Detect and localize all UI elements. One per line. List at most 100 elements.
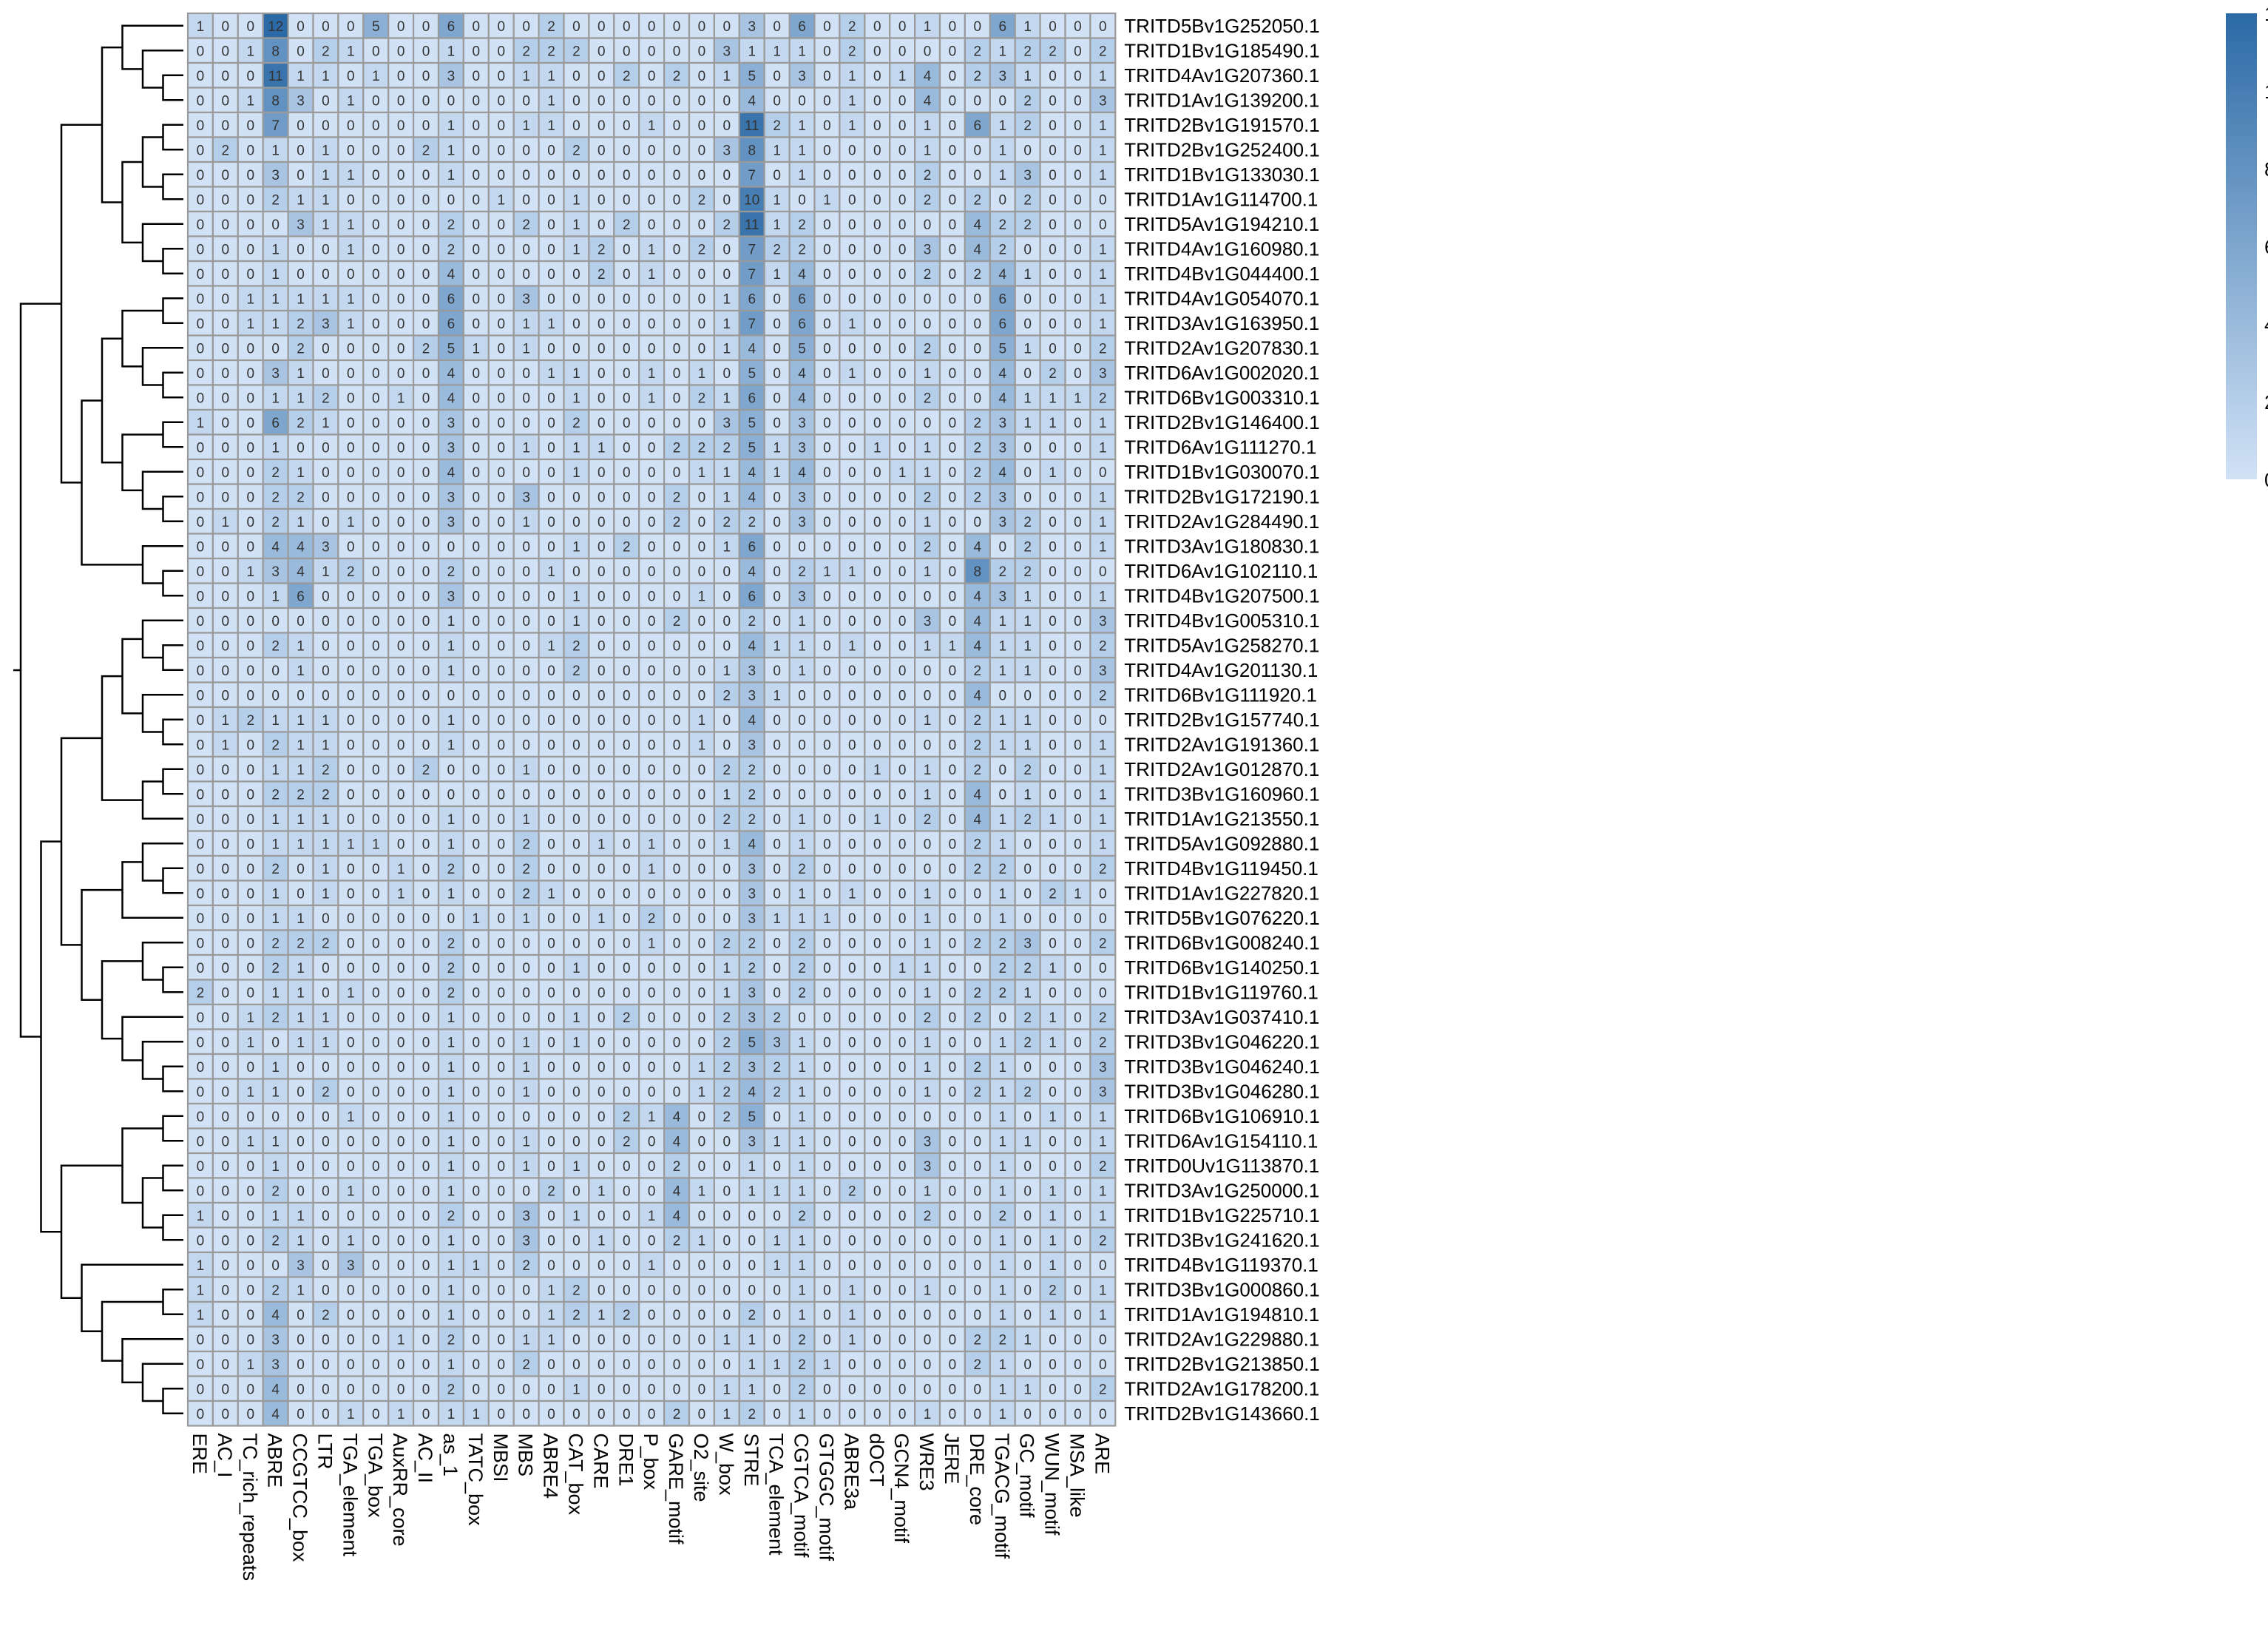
cell-value-label: 1 [447, 44, 456, 59]
cell-value-label: 0 [823, 366, 831, 382]
cell-value-label: 0 [197, 168, 205, 183]
cell-value-label: 3 [748, 688, 756, 703]
cell-value-label: 0 [1074, 267, 1082, 283]
cell-value-label: 0 [572, 862, 580, 877]
cell-value-label: 0 [598, 763, 606, 778]
cell-value-label: 0 [823, 1134, 831, 1149]
cell-value-label: 2 [974, 1357, 982, 1373]
cell-value-label: 8 [271, 93, 280, 109]
heatmap-cell [713, 210, 740, 237]
cell-value-label: 1 [522, 1035, 530, 1050]
cell-value-label: 3 [522, 490, 530, 505]
cell-value-label: 0 [623, 1357, 631, 1373]
cell-value-label: 0 [1099, 985, 1107, 1001]
cell-value-label: 0 [347, 1382, 355, 1397]
cell-value-label: 0 [748, 1209, 756, 1224]
cell-value-label: 0 [823, 242, 831, 257]
cell-value-label: 0 [397, 638, 405, 654]
cell-value-label: 0 [222, 688, 230, 703]
cell-value-label: 4 [271, 1308, 280, 1323]
cell-value-label: 0 [673, 787, 681, 803]
cell-value-label: 2 [848, 1184, 856, 1199]
cell-value-label: 0 [823, 985, 831, 1001]
cell-value-label: 0 [723, 862, 731, 877]
column-label: DRE_core [966, 1434, 988, 1526]
cell-value-label: 1 [271, 1159, 280, 1175]
cell-value-label: 0 [898, 366, 907, 382]
cell-value-label: 0 [723, 192, 731, 208]
cell-value-label: 0 [347, 465, 355, 481]
cell-value-label: 0 [397, 1060, 405, 1076]
cell-value-label: 0 [473, 1184, 481, 1199]
cell-value-label: 0 [447, 763, 456, 778]
cell-value-label: 1 [1099, 539, 1107, 555]
cell-value-label: 0 [197, 862, 205, 877]
cell-value-label: 1 [924, 763, 932, 778]
cell-value-label: 0 [422, 366, 430, 382]
cell-value-label: 0 [497, 143, 505, 158]
row-label: TRITD2Av1G191360.1 [1124, 733, 1319, 755]
cell-value-label: 0 [648, 787, 656, 803]
cell-value-label: 3 [924, 1159, 932, 1175]
cell-value-label: 1 [773, 911, 781, 927]
cell-value-label: 0 [698, 19, 706, 35]
cell-value-label: 0 [397, 1110, 405, 1125]
cell-value-label: 0 [1099, 1332, 1107, 1348]
cell-value-label: 1 [798, 614, 806, 629]
cell-value-label: 0 [848, 440, 856, 456]
cell-value-label: 7 [748, 317, 756, 332]
cell-value-label: 0 [347, 638, 355, 654]
cell-value-label: 0 [497, 713, 505, 729]
cell-value-label: 1 [773, 465, 781, 481]
row-label: TRITD2Bv1G157740.1 [1124, 709, 1319, 731]
cell-value-label: 0 [698, 267, 706, 283]
cell-value-label: 0 [798, 192, 806, 208]
cell-value-label: 0 [297, 267, 305, 283]
cell-value-label: 4 [447, 465, 456, 481]
cell-value-label: 0 [1049, 1357, 1057, 1373]
cell-value-label: 0 [572, 341, 580, 357]
cell-value-label: 1 [1099, 242, 1107, 257]
cell-value-label: 2 [998, 564, 1006, 580]
cell-value-label: 0 [473, 1010, 481, 1026]
cell-value-label: 2 [673, 1159, 681, 1175]
cell-value-label: 2 [673, 69, 681, 84]
cell-value-label: 0 [949, 1134, 957, 1149]
cell-value-label: 1 [798, 1060, 806, 1076]
cell-value-label: 0 [246, 985, 254, 1001]
cell-value-label: 0 [1023, 291, 1032, 307]
cell-value-label: 0 [197, 713, 205, 729]
cell-value-label: 2 [848, 44, 856, 59]
cell-value-label: 2 [798, 217, 806, 233]
cell-value-label: 0 [848, 291, 856, 307]
heatmap-cell [437, 37, 465, 64]
cell-value-label: 3 [924, 242, 932, 257]
cell-value-label: 0 [222, 564, 230, 580]
cell-value-label: 0 [473, 713, 481, 729]
cell-value-label: 0 [673, 168, 681, 183]
cell-value-label: 0 [698, 69, 706, 84]
cell-value-label: 1 [723, 391, 731, 406]
cell-value-label: 3 [748, 1134, 756, 1149]
cell-value-label: 4 [974, 242, 982, 257]
cell-value-label: 1 [447, 638, 456, 654]
cell-value-label: 0 [372, 118, 380, 134]
cell-value-label: 5 [748, 1035, 756, 1050]
cell-value-label: 0 [873, 217, 881, 233]
cell-value-label: 1 [798, 664, 806, 679]
cell-value-label: 0 [1049, 1134, 1057, 1149]
cell-value-label: 2 [271, 787, 280, 803]
cell-value-label: 0 [422, 391, 430, 406]
cell-value-label: 0 [222, 416, 230, 431]
cell-value-label: 0 [1049, 291, 1057, 307]
cell-value-label: 4 [998, 267, 1006, 283]
row-label: TRITD3Bv1G046220.1 [1124, 1030, 1319, 1053]
cell-value-label: 1 [924, 936, 932, 951]
legend-tick-label: 8 [2264, 158, 2268, 180]
cell-value-label: 1 [798, 1134, 806, 1149]
dendrogram-branch [141, 1177, 163, 1229]
cell-value-label: 0 [848, 1084, 856, 1100]
heatmap-cell [713, 87, 740, 114]
cell-value-label: 0 [598, 19, 606, 35]
heatmap-cell [287, 161, 314, 188]
